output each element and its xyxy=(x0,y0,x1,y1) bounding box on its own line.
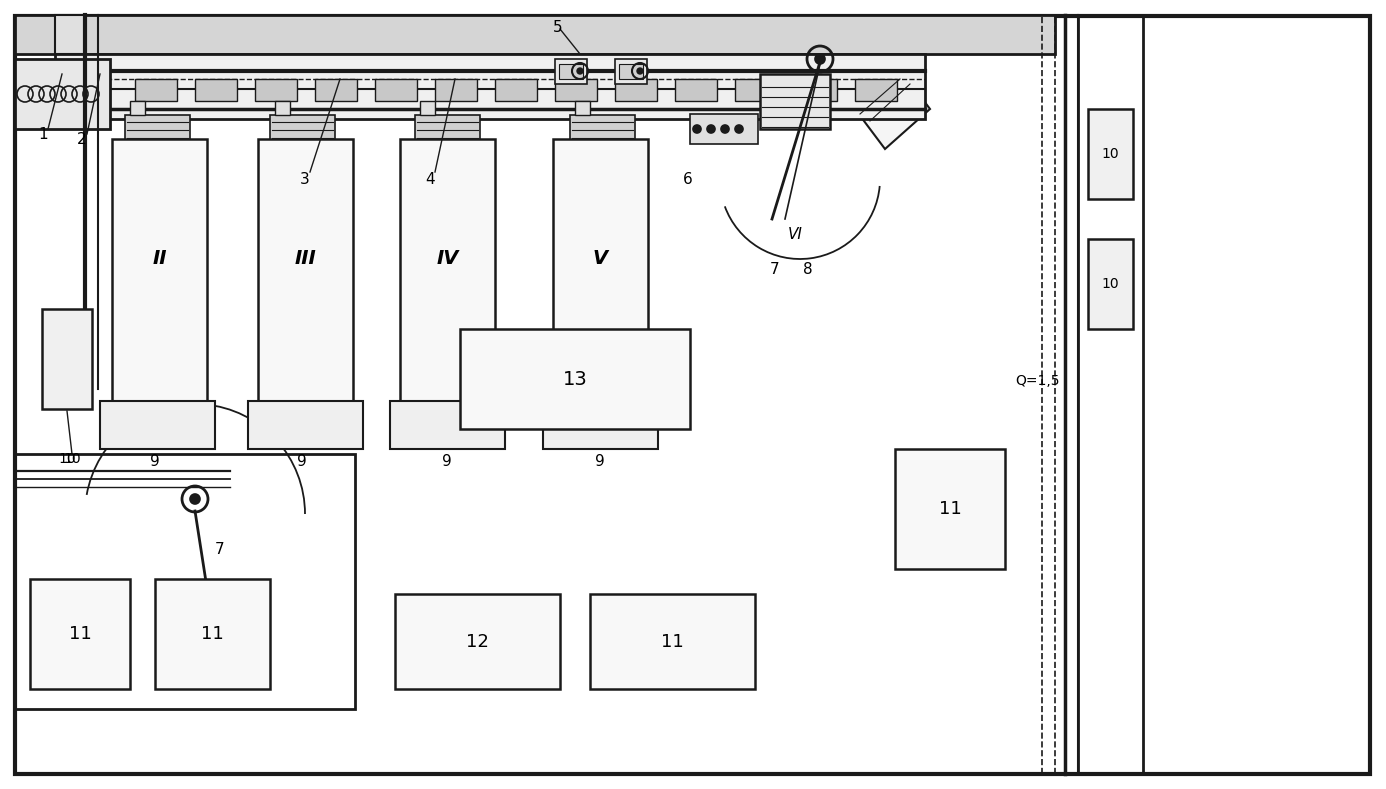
Bar xyxy=(796,79,837,101)
Circle shape xyxy=(815,54,825,64)
Bar xyxy=(553,139,649,404)
Bar xyxy=(420,101,435,115)
Bar xyxy=(130,101,146,115)
Bar xyxy=(414,115,480,143)
Bar xyxy=(315,79,358,101)
Bar xyxy=(760,74,830,129)
Bar xyxy=(895,449,1005,569)
Text: 5: 5 xyxy=(553,20,563,35)
Bar xyxy=(575,101,590,115)
Text: 6: 6 xyxy=(683,171,693,186)
Bar xyxy=(248,401,363,449)
Text: 7: 7 xyxy=(771,261,780,276)
Circle shape xyxy=(707,125,715,133)
Bar xyxy=(554,79,597,101)
Bar xyxy=(134,79,177,101)
Text: 3: 3 xyxy=(301,171,310,186)
Bar xyxy=(55,15,85,54)
Bar xyxy=(100,401,215,449)
Bar xyxy=(554,59,588,84)
Bar xyxy=(675,79,717,101)
Circle shape xyxy=(721,125,729,133)
Circle shape xyxy=(735,125,743,133)
Text: 7: 7 xyxy=(215,541,225,556)
Text: 10: 10 xyxy=(58,452,76,466)
Bar xyxy=(15,454,355,709)
Bar xyxy=(590,594,755,689)
Text: 10: 10 xyxy=(1102,147,1119,161)
Bar xyxy=(389,401,505,449)
Bar xyxy=(274,101,290,115)
Text: 1: 1 xyxy=(39,126,47,141)
Bar xyxy=(495,79,536,101)
Text: V: V xyxy=(593,249,608,267)
Text: 11: 11 xyxy=(938,500,962,518)
Bar xyxy=(55,54,924,119)
Bar xyxy=(735,79,778,101)
Bar xyxy=(570,115,635,143)
Bar xyxy=(30,579,130,689)
Circle shape xyxy=(693,125,701,133)
Text: VI: VI xyxy=(787,226,802,241)
Bar xyxy=(435,79,477,101)
Circle shape xyxy=(577,68,584,74)
Bar xyxy=(195,79,237,101)
Bar xyxy=(125,115,190,143)
Text: II: II xyxy=(152,249,166,267)
Bar xyxy=(559,64,584,79)
Bar xyxy=(1088,239,1132,329)
Bar xyxy=(270,115,335,143)
Bar xyxy=(460,329,690,429)
Circle shape xyxy=(190,494,200,504)
Text: 2: 2 xyxy=(78,132,87,147)
Text: 10: 10 xyxy=(64,452,80,466)
Bar xyxy=(255,79,297,101)
Bar xyxy=(112,139,207,404)
Text: 13: 13 xyxy=(563,369,588,388)
Bar xyxy=(395,594,560,689)
Text: 8: 8 xyxy=(804,261,812,276)
Text: 11: 11 xyxy=(69,625,91,643)
Circle shape xyxy=(638,68,643,74)
Bar xyxy=(543,401,658,449)
Bar xyxy=(376,79,417,101)
Bar xyxy=(690,114,758,144)
Bar xyxy=(620,64,643,79)
Bar xyxy=(1078,15,1143,774)
Text: 11: 11 xyxy=(201,625,223,643)
Text: 11: 11 xyxy=(661,633,683,651)
Text: 9: 9 xyxy=(150,454,159,469)
Text: 4: 4 xyxy=(426,171,435,186)
Text: III: III xyxy=(295,249,316,267)
Text: 9: 9 xyxy=(595,454,604,469)
Text: IV: IV xyxy=(437,249,459,267)
Bar xyxy=(15,59,109,129)
Bar xyxy=(258,139,353,404)
Text: 9: 9 xyxy=(442,454,452,469)
Text: 9: 9 xyxy=(297,454,306,469)
Bar xyxy=(401,139,495,404)
Bar xyxy=(855,79,897,101)
Text: Q=1,5: Q=1,5 xyxy=(1016,374,1060,388)
Bar xyxy=(155,579,270,689)
Polygon shape xyxy=(855,69,930,149)
Bar xyxy=(1088,109,1132,199)
Bar xyxy=(15,15,1055,54)
Bar xyxy=(42,309,91,409)
Bar xyxy=(615,59,647,84)
Bar xyxy=(615,79,657,101)
Text: 12: 12 xyxy=(466,633,488,651)
Text: 10: 10 xyxy=(1102,277,1119,291)
